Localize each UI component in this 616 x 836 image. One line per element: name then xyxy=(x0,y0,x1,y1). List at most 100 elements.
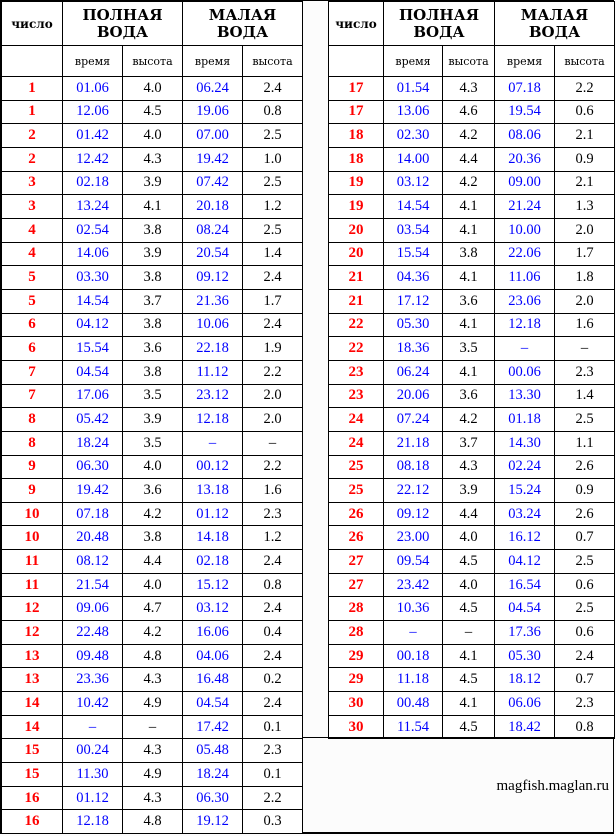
high-water-height: 3.5 xyxy=(121,383,184,409)
high-water-time: 00.18 xyxy=(383,643,443,669)
header-high-water: ПОЛНАЯ ВОДА xyxy=(61,1,184,46)
high-water-height: 4.1 xyxy=(441,359,496,385)
tide-rows-right: 17 01.54 4.3 07.18 2.2 17 13.06 4.6 19.54 0.6 18 02… xyxy=(328,76,616,740)
high-water-time: 12.18 xyxy=(62,809,123,834)
low-water-height: 0.8 xyxy=(242,572,304,598)
low-water-height: 2.3 xyxy=(554,359,616,385)
high-water-time: 19.42 xyxy=(62,478,123,503)
header-empty xyxy=(328,45,384,77)
table-row: 17 01.54 4.3 07.18 2.2 xyxy=(328,76,616,101)
low-water-time: 00.06 xyxy=(494,359,556,385)
low-water-height: 2.4 xyxy=(242,643,304,669)
table-row: 9 19.42 3.6 13.18 1.6 xyxy=(1,478,304,503)
table-row: 28– –17.36 0.6 xyxy=(328,620,616,645)
high-water-height: 4.0 xyxy=(441,572,496,598)
table-row: 24 07.24 4.2 01.18 2.5 xyxy=(328,407,616,432)
day-cell: 28 xyxy=(328,620,384,645)
low-water-time: 23.06 xyxy=(494,288,556,314)
low-water-time: 10.06 xyxy=(182,312,244,338)
header-day: число xyxy=(1,1,63,46)
table-row: 19 14.54 4.1 21.24 1.3 xyxy=(328,194,616,219)
high-water-time: 03.30 xyxy=(62,265,123,290)
high-water-time: 13.06 xyxy=(383,99,443,125)
low-water-time: 16.06 xyxy=(182,620,244,645)
header-high-height: высота xyxy=(121,45,184,77)
high-water-time: 12.42 xyxy=(62,146,123,172)
day-cell: 1 xyxy=(1,99,63,125)
low-water-time: 08.24 xyxy=(182,217,244,243)
low-water-time: 06.30 xyxy=(182,785,244,811)
low-water-time: 17.36 xyxy=(494,620,556,645)
high-water-height: 4.1 xyxy=(441,217,496,243)
high-water-height: 4.9 xyxy=(121,691,184,716)
low-water-height: 2.5 xyxy=(554,407,616,432)
day-cell: 20 xyxy=(328,217,384,243)
high-water-time: 11.54 xyxy=(383,714,443,740)
table-row: 16 12.18 4.8 19.12 0.3 xyxy=(1,809,304,834)
high-water-time: 23.00 xyxy=(383,525,443,551)
low-water-time: 22.18 xyxy=(182,336,244,361)
low-water-time: 21.24 xyxy=(494,194,556,219)
low-water-height: 1.1 xyxy=(554,430,616,456)
low-water-time: 04.06 xyxy=(182,643,244,669)
site-credit: magfish.maglan.ru xyxy=(496,778,609,794)
high-water-time: 09.06 xyxy=(62,596,123,622)
day-cell: 15 xyxy=(1,762,63,787)
table-row: 15 11.30 4.9 18.24 0.1 xyxy=(1,762,304,787)
high-water-time: 13.24 xyxy=(62,194,123,219)
high-water-time: 01.12 xyxy=(62,785,123,811)
low-water-height: 2.4 xyxy=(242,691,304,716)
low-water-height: 1.8 xyxy=(554,265,616,290)
low-water-height: 2.5 xyxy=(554,549,616,574)
low-water-height: 0.9 xyxy=(554,146,616,172)
low-water-time: 19.42 xyxy=(182,146,244,172)
high-water-time: 04.36 xyxy=(383,265,443,290)
tide-rows-left: 1 01.06 4.0 06.24 2.4 1 12.06 4.5 19.06 0.8 2 01.42… xyxy=(1,76,304,834)
table-row: 29 00.18 4.1 05.30 2.4 xyxy=(328,643,616,669)
low-water-height: 1.3 xyxy=(554,194,616,219)
day-cell: 22 xyxy=(328,336,384,361)
day-cell: 30 xyxy=(328,691,384,716)
table-row: 24 21.18 3.7 14.30 1.1 xyxy=(328,430,616,456)
high-water-time: 17.06 xyxy=(62,383,123,409)
header-low-time: время xyxy=(182,45,244,77)
table-row: 27 09.54 4.5 04.12 2.5 xyxy=(328,549,616,574)
high-water-height: 4.1 xyxy=(441,312,496,338)
low-water-time: – xyxy=(182,430,244,456)
table-row: 2 12.42 4.3 19.42 1.0 xyxy=(1,146,304,172)
low-water-time: 17.42 xyxy=(182,714,244,740)
high-water-height: 3.6 xyxy=(441,288,496,314)
low-water-time: 22.06 xyxy=(494,241,556,267)
low-water-height: 2.5 xyxy=(242,123,304,148)
high-water-height: 3.9 xyxy=(121,170,184,196)
high-water-time: 01.42 xyxy=(62,123,123,148)
high-water-height: 3.8 xyxy=(121,312,184,338)
table-row: 22 18.36 3.5– – xyxy=(328,336,616,361)
low-water-height: 2.0 xyxy=(554,288,616,314)
day-cell: 21 xyxy=(328,288,384,314)
table-row: 7 17.06 3.5 23.12 2.0 xyxy=(1,383,304,409)
low-water-height: 2.2 xyxy=(242,785,304,811)
low-water-height: 0.6 xyxy=(554,620,616,645)
header-low-time: время xyxy=(494,45,556,77)
low-water-height: 2.0 xyxy=(242,407,304,432)
low-water-time: 04.54 xyxy=(494,596,556,622)
tide-table-right: число ПОЛНАЯ ВОДА МАЛАЯ ВОДА время высот… xyxy=(328,1,616,740)
low-water-height: 1.2 xyxy=(242,194,304,219)
low-water-height: 2.4 xyxy=(554,643,616,669)
high-water-time: – xyxy=(383,620,443,645)
low-water-time: 04.12 xyxy=(494,549,556,574)
low-water-height: 2.1 xyxy=(554,170,616,196)
high-water-height: 4.8 xyxy=(121,643,184,669)
high-water-height: 4.3 xyxy=(441,76,496,101)
day-cell: 14 xyxy=(1,691,63,716)
high-water-time: 08.12 xyxy=(62,549,123,574)
low-water-time: 20.54 xyxy=(182,241,244,267)
high-water-height: 4.5 xyxy=(441,596,496,622)
table-row: 8 05.42 3.9 12.18 2.0 xyxy=(1,407,304,432)
high-water-time: 03.12 xyxy=(383,170,443,196)
low-water-height: 2.4 xyxy=(242,549,304,574)
low-water-height: 0.8 xyxy=(554,714,616,740)
day-cell: 14 xyxy=(1,714,63,740)
low-water-height: 2.4 xyxy=(242,265,304,290)
